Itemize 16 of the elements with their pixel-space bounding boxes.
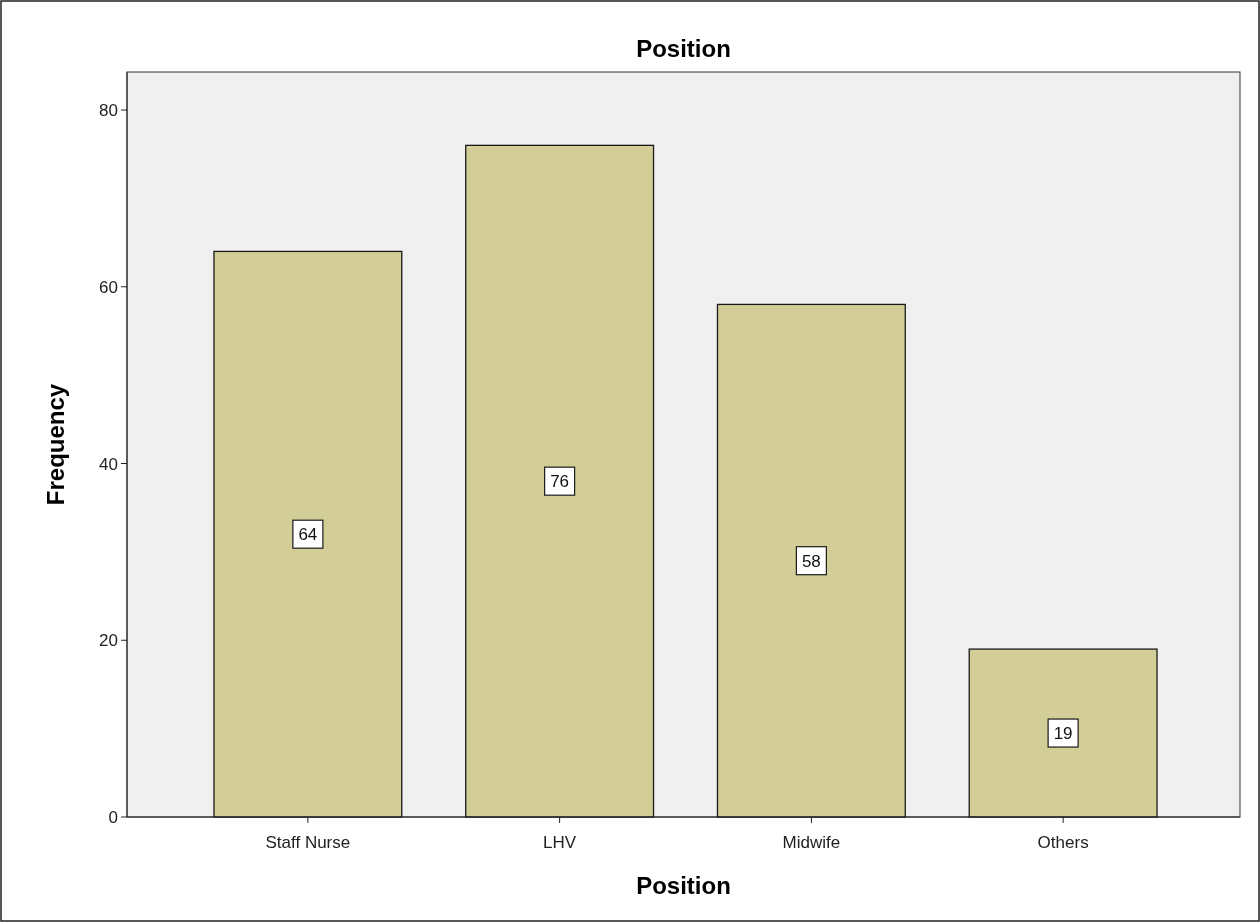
y-tick-label: 20 [99,631,118,651]
y-tick-label: 80 [99,101,118,120]
data-label: 58 [801,551,821,571]
x-tick-label: Others [1037,833,1089,852]
data-label: 76 [550,472,570,492]
x-tick-label: Midwife [782,833,841,852]
data-label: 19 [1053,724,1073,744]
x-tick-label: LHV [543,833,577,852]
y-axis-title: Frequency [42,383,69,506]
x-tick-label: Staff Nurse [265,833,351,852]
y-tick-label: 60 [99,277,118,297]
chart-title: Position [636,35,731,62]
data-label: 64 [298,525,318,545]
y-tick-label: 0 [108,808,118,827]
x-axis-title: Position [636,872,731,899]
y-tick-label: 40 [99,454,118,474]
